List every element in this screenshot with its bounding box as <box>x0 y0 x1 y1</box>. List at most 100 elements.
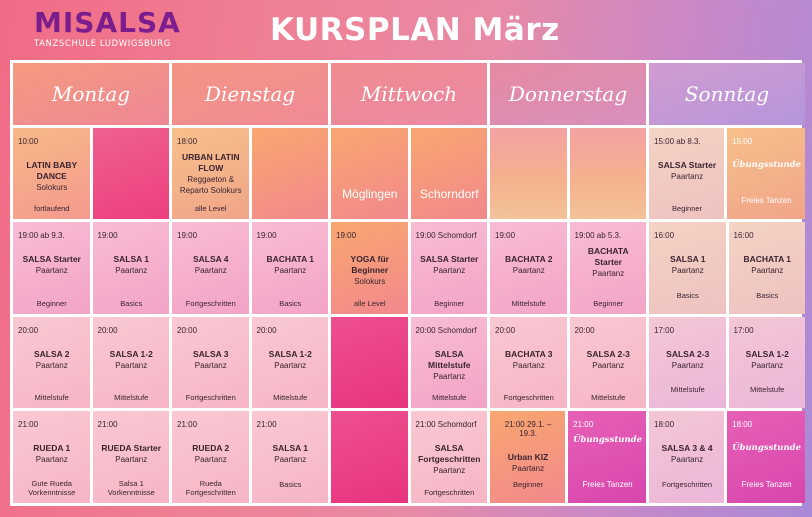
course-type: Paartanz <box>671 455 704 464</box>
course-name: SALSA 1-2 <box>109 349 153 359</box>
course-time: 19:00 <box>336 231 357 240</box>
practice-title: Übungsstunde <box>732 160 801 170</box>
course-time: 16:00 <box>733 231 754 240</box>
course-time: 10:00 <box>18 137 39 146</box>
course-name: YOGA für Beginner <box>350 254 389 275</box>
course-card: 21:00 RUEDA Starter Paartanz Salsa 1 Vor… <box>92 411 169 503</box>
course-name: RUEDA 1 <box>33 443 71 453</box>
course-type: Paartanz <box>35 455 68 464</box>
course-card: 20:00 SALSA 2 Paartanz Mittelstufe <box>13 317 91 408</box>
course-card: 21:00 Schomdorf SALSA Fortgeschritten Pa… <box>410 411 487 503</box>
course-time: 20:00 Schomdorf <box>415 326 477 335</box>
slot-monday-4: 21:00 RUEDA 1 Paartanz Gute Rueda Vorken… <box>13 411 169 503</box>
course-name: SALSA 1-2 <box>268 349 312 359</box>
slot-tuesday-3: 20:00 SALSA 3 Paartanz Fortgeschritten 2… <box>172 317 328 408</box>
slot-tuesday-2: 19:00 SALSA 4 Paartanz Fortgeschritten 1… <box>172 222 328 314</box>
slot-tuesday-1: 18:00 URBAN LATIN FLOW Reggaeton & Repar… <box>172 128 328 219</box>
day-header-sunday: Sonntag <box>649 63 805 125</box>
course-time: 19:00 <box>177 231 198 240</box>
course-name: SALSA 2-3 <box>586 349 630 359</box>
slot-wednesday-1: Möglingen Schorndorf <box>331 128 487 219</box>
course-card: 19:00 ab 9.3. SALSA Starter Paartanz Beg… <box>13 222 91 314</box>
slot-monday-1: 10:00 LATIN BABY DANCE Solokurs fortlauf… <box>13 128 169 219</box>
course-level: Basics <box>676 291 699 300</box>
page-title: KURSPLAN März <box>270 12 560 48</box>
practice-card: 18:00 Übungsstunde Freies Tanzen <box>727 411 805 503</box>
course-level: Mittelstufe <box>273 393 308 402</box>
empty-slot <box>331 411 408 503</box>
schedule-grid: Montag Dienstag Mittwoch Donnerstag Sonn… <box>10 60 805 506</box>
course-time: 21:00 <box>177 420 198 429</box>
course-name: BACHATA 3 <box>504 349 553 359</box>
course-type: Paartanz <box>274 266 307 275</box>
course-type: Paartanz <box>194 455 227 464</box>
course-level: Fortgeschritten <box>185 393 236 402</box>
course-type: Paartanz <box>433 266 466 275</box>
course-level: Mittelstufe <box>432 393 467 402</box>
course-card: 15:00 ab 8.3. SALSA Starter Paartanz Beg… <box>649 128 725 219</box>
course-time: 15:00 <box>732 137 753 146</box>
logo-name: MISALSA <box>34 6 181 39</box>
course-level: Basics <box>756 291 779 300</box>
course-name: SALSA 2 <box>33 349 70 359</box>
course-time: 19:00 ab 9.3. <box>18 231 65 240</box>
course-card: 20:00 BACHATA 3 Paartanz Fortgeschritten <box>490 317 568 408</box>
course-type: Paartanz <box>671 361 704 370</box>
practice-title: Übungsstunde <box>732 443 801 453</box>
course-time: 19:00 <box>256 231 277 240</box>
course-name: SALSA 2-3 <box>666 349 710 359</box>
slot-monday-3: 20:00 SALSA 2 Paartanz Mittelstufe 20:00… <box>13 317 169 408</box>
course-card: 20:00 SALSA 2-3 Paartanz Mittelstufe <box>569 317 646 408</box>
location-label: Möglingen <box>342 187 398 201</box>
course-card: 19:00 SALSA 1 Paartanz Basics <box>92 222 169 314</box>
course-level: Fortgeschritten <box>185 299 236 308</box>
empty-slot <box>331 317 408 408</box>
course-level: Beginner <box>434 299 465 308</box>
slot-sunday-1: 15:00 ab 8.3. SALSA Starter Paartanz Beg… <box>649 128 805 219</box>
course-name: SALSA Starter <box>657 160 717 170</box>
course-level: Mittelstufe <box>114 393 149 402</box>
course-name: SALSA 3 <box>192 349 229 359</box>
course-name: BACHATA Starter <box>587 246 629 267</box>
course-card: 21:00 SALSA 1 Paartanz Basics <box>251 411 328 503</box>
course-type: Paartanz <box>194 361 227 370</box>
slot-sunday-3: 17:00 SALSA 2-3 Paartanz Mittelstufe 17:… <box>649 317 805 408</box>
day-label: Mittwoch <box>360 82 458 106</box>
course-card: 17:00 SALSA 2-3 Paartanz Mittelstufe <box>649 317 726 408</box>
course-name: RUEDA 2 <box>192 443 230 453</box>
course-time: 21:00 <box>256 420 277 429</box>
slot-sunday-2: 16:00 SALSA 1 Paartanz Basics 16:00 BACH… <box>649 222 805 314</box>
course-card: 21:00 RUEDA 1 Paartanz Gute Rueda Vorken… <box>13 411 91 503</box>
day-label: Montag <box>51 82 131 106</box>
course-card: 20:00 Schomdorf SALSA Mittelstufe Paarta… <box>410 317 487 408</box>
course-level: Beginner <box>672 204 703 213</box>
course-time: 21:00 <box>18 420 39 429</box>
logo-subtitle: TANZSCHULE LUDWIGSBURG <box>34 39 171 49</box>
course-level: Salsa 1 Vorkenntnisse <box>107 479 155 497</box>
course-time: 20:00 <box>574 326 595 335</box>
course-name: SALSA 1 <box>669 254 706 264</box>
practice-note: Freies Tanzen <box>741 480 792 489</box>
slot-thursday-4: 21:00 29.1. – 19.3. Urban KIZ Paartanz B… <box>490 411 646 503</box>
course-name: BACHATA 1 <box>266 254 315 264</box>
course-level: alle Level <box>353 299 386 308</box>
course-level: Basics <box>279 299 302 308</box>
course-level: Fortgeschritten <box>424 488 475 497</box>
course-type: Paartanz <box>512 361 545 370</box>
course-time: 20:00 <box>495 326 516 335</box>
slot-tuesday-4: 21:00 RUEDA 2 Paartanz Rueda Fortgeschri… <box>172 411 328 503</box>
course-type: Paartanz <box>671 172 704 181</box>
course-name: SALSA 1 <box>272 443 309 453</box>
course-name: Urban KIZ <box>507 452 549 462</box>
slot-wednesday-4: 21:00 Schomdorf SALSA Fortgeschritten Pa… <box>331 411 487 503</box>
course-name: BACHATA 1 <box>743 254 792 264</box>
practice-note: Freies Tanzen <box>741 196 792 205</box>
course-time: 21:00 29.1. – 19.3. <box>504 420 552 438</box>
location-card: Möglingen <box>331 128 408 219</box>
course-level: Beginner <box>593 299 624 308</box>
day-header-monday: Montag <box>13 63 169 125</box>
slot-thursday-2: 19:00 BACHATA 2 Paartanz Mittelstufe 19:… <box>490 222 646 314</box>
course-name: SALSA 4 <box>192 254 229 264</box>
course-card: 18:00 SALSA 3 & 4 Paartanz Fortgeschritt… <box>649 411 725 503</box>
course-type: Paartanz <box>115 455 148 464</box>
